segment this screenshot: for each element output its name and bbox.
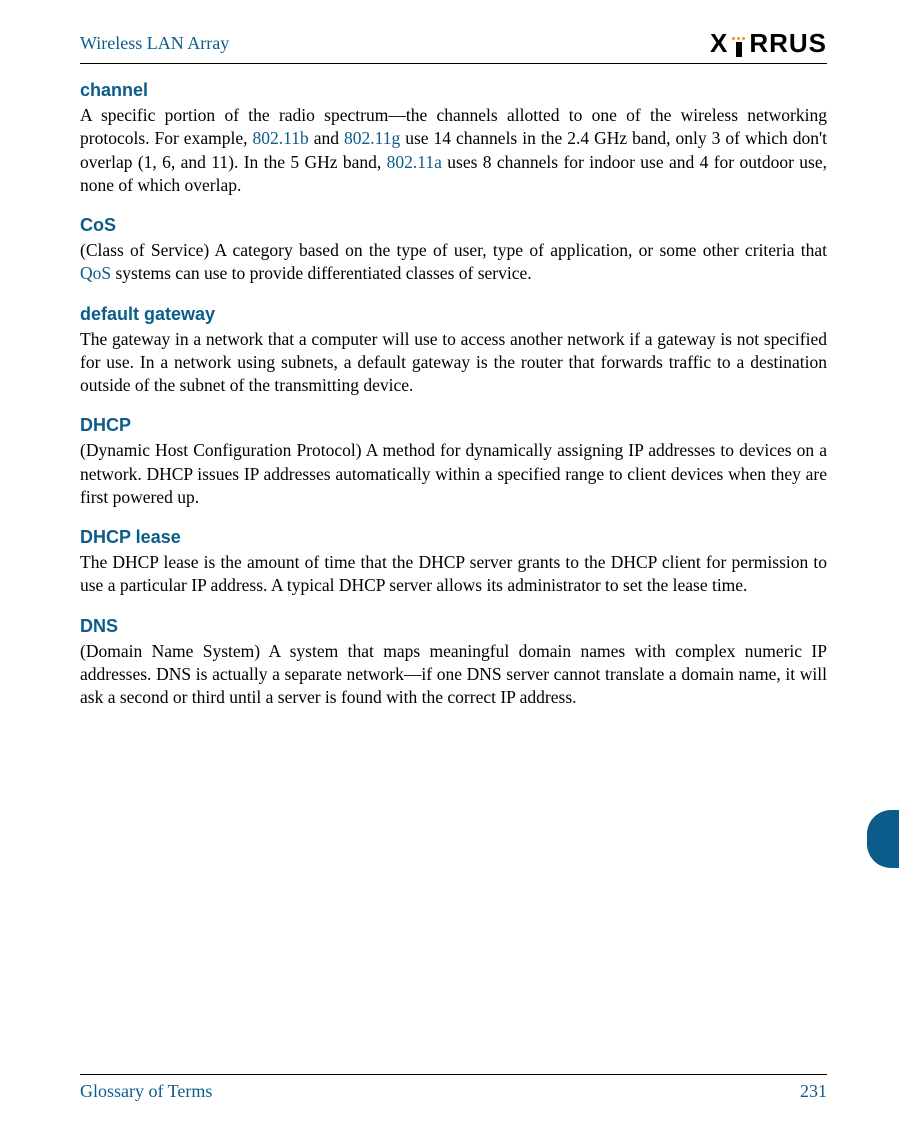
- body-text: and: [309, 128, 344, 148]
- inline-link[interactable]: 802.11g: [344, 128, 400, 148]
- term-body: (Class of Service) A category based on t…: [80, 239, 827, 286]
- logo-letter-x: X: [710, 28, 728, 59]
- page-container: Wireless LAN Array X RRUS channel A speci…: [0, 0, 899, 1138]
- body-text: systems can use to provide differentiate…: [111, 263, 532, 283]
- body-text: The gateway in a network that a computer…: [80, 329, 827, 396]
- glossary-term: DNS (Domain Name System) A system that ma…: [80, 616, 827, 710]
- xirrus-logo: X RRUS: [710, 28, 827, 59]
- page-header: Wireless LAN Array X RRUS: [80, 28, 827, 64]
- logo-i-icon: [732, 31, 745, 57]
- body-text: (Class of Service) A category based on t…: [80, 240, 827, 260]
- footer-page-number: 231: [800, 1081, 827, 1102]
- logo-letters-rrus: RRUS: [749, 28, 827, 59]
- page-footer: Glossary of Terms 231: [80, 1074, 827, 1102]
- term-body: The gateway in a network that a computer…: [80, 328, 827, 398]
- term-body: (Dynamic Host Configuration Protocol) A …: [80, 439, 827, 509]
- glossary-term: DHCP (Dynamic Host Configuration Protocol…: [80, 415, 827, 509]
- term-title: DHCP lease: [80, 527, 827, 548]
- term-title: default gateway: [80, 304, 827, 325]
- glossary-term: DHCP lease The DHCP lease is the amount o…: [80, 527, 827, 598]
- term-title: channel: [80, 80, 827, 101]
- footer-section-title: Glossary of Terms: [80, 1081, 212, 1102]
- inline-link[interactable]: QoS: [80, 263, 111, 283]
- glossary-term: channel A specific portion of the radio s…: [80, 80, 827, 197]
- body-text: (Domain Name System) A system that maps …: [80, 641, 827, 708]
- body-text: (Dynamic Host Configuration Protocol) A …: [80, 440, 827, 507]
- inline-link[interactable]: 802.11a: [387, 152, 442, 172]
- term-title: CoS: [80, 215, 827, 236]
- inline-link[interactable]: 802.11b: [252, 128, 308, 148]
- glossary-terms: channel A specific portion of the radio s…: [80, 80, 827, 710]
- term-body: (Domain Name System) A system that maps …: [80, 640, 827, 710]
- glossary-term: CoS (Class of Service) A category based o…: [80, 215, 827, 286]
- body-text: The DHCP lease is the amount of time tha…: [80, 552, 827, 595]
- term-body: The DHCP lease is the amount of time tha…: [80, 551, 827, 598]
- glossary-term: default gateway The gateway in a network …: [80, 304, 827, 398]
- header-title: Wireless LAN Array: [80, 33, 229, 54]
- term-title: DHCP: [80, 415, 827, 436]
- side-tab-icon: [867, 810, 899, 868]
- term-body: A specific portion of the radio spectrum…: [80, 104, 827, 197]
- term-title: DNS: [80, 616, 827, 637]
